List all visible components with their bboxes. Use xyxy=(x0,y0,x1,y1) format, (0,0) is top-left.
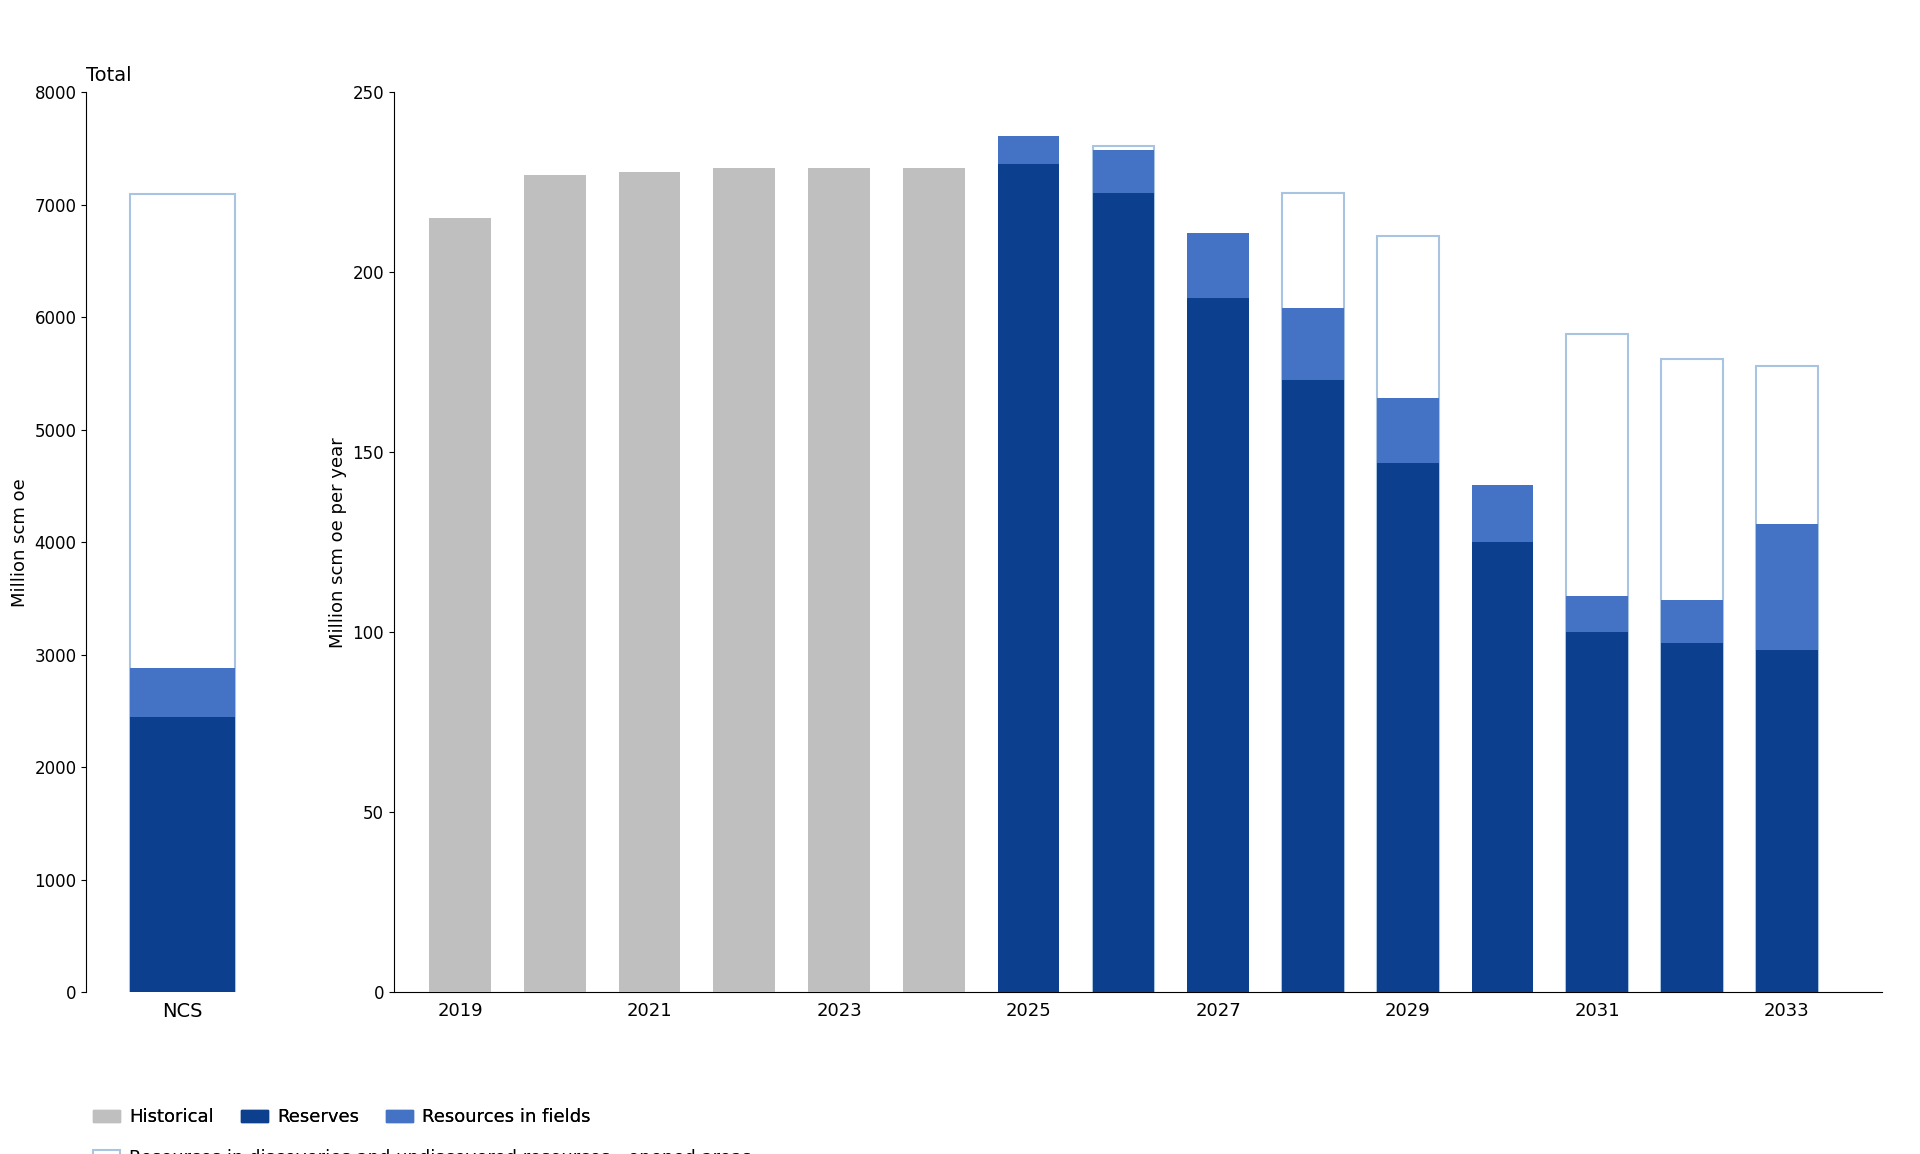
Bar xyxy=(1661,359,1722,992)
Bar xyxy=(131,194,234,992)
Bar xyxy=(1092,193,1154,992)
Bar xyxy=(808,168,870,992)
Bar xyxy=(1567,334,1628,992)
Bar xyxy=(1757,366,1818,992)
Bar xyxy=(1567,597,1628,632)
Bar xyxy=(1567,632,1628,992)
Y-axis label: Million scm oe per year: Million scm oe per year xyxy=(328,437,348,647)
Bar xyxy=(1283,193,1344,992)
Bar xyxy=(1092,147,1154,992)
Bar xyxy=(1092,150,1154,193)
Bar xyxy=(1377,463,1438,992)
Bar xyxy=(1661,600,1722,643)
Bar xyxy=(131,668,234,717)
Bar xyxy=(1377,237,1438,992)
Text: Total: Total xyxy=(86,66,132,85)
Bar xyxy=(1187,298,1250,992)
Bar xyxy=(430,218,492,992)
Bar xyxy=(1757,524,1818,651)
Bar xyxy=(1473,542,1534,992)
Bar xyxy=(714,168,776,992)
Bar xyxy=(1757,651,1818,992)
Bar xyxy=(1377,398,1438,463)
Bar xyxy=(1283,308,1344,381)
Y-axis label: Million scm oe: Million scm oe xyxy=(12,478,29,607)
Bar xyxy=(1473,485,1534,542)
Bar xyxy=(1283,381,1344,992)
Bar xyxy=(998,135,1060,164)
Bar xyxy=(1187,233,1250,298)
Bar xyxy=(998,164,1060,992)
Bar xyxy=(524,175,586,992)
Bar xyxy=(902,168,964,992)
Bar xyxy=(1661,643,1722,992)
Bar xyxy=(131,717,234,992)
Legend: Resources in discoveries and undiscovered resources - opened areas: Resources in discoveries and undiscovere… xyxy=(86,1141,758,1154)
Legend: Historical, Reserves, Resources in fields: Historical, Reserves, Resources in field… xyxy=(86,1101,597,1133)
Bar xyxy=(618,172,680,992)
